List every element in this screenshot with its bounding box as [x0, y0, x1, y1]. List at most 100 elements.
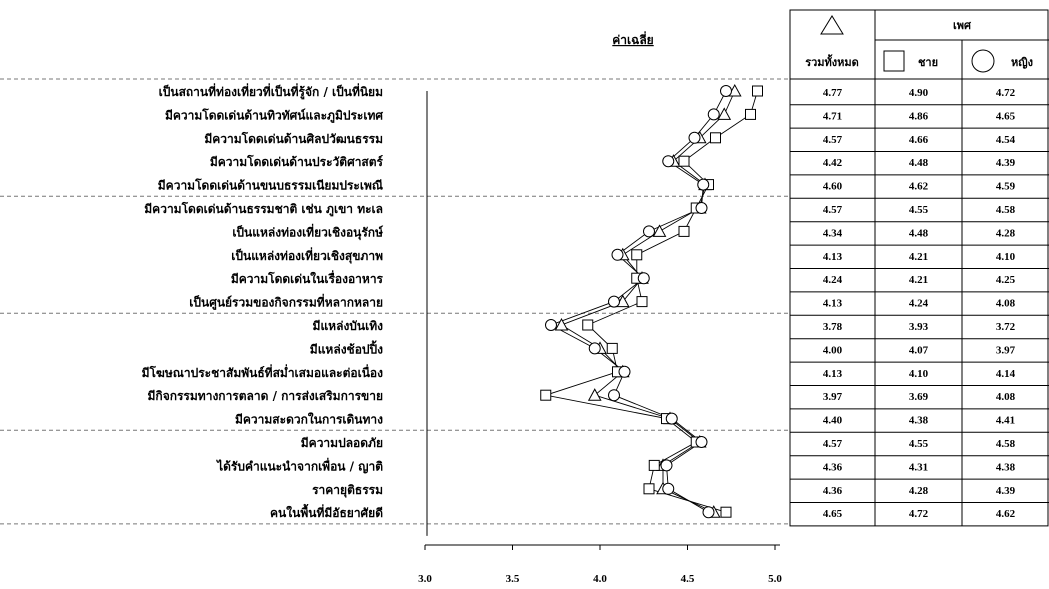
table-cell: 4.59 — [996, 181, 1016, 193]
category-label: มีความโดดเด่นด้านประวัติศาสตร์ — [210, 154, 384, 169]
table-cell: 4.62 — [996, 508, 1016, 520]
data-point-circle — [697, 178, 710, 191]
data-point-circle — [608, 295, 620, 308]
data-point-circle — [688, 131, 701, 144]
data-point-circle — [545, 319, 557, 331]
data-point-circle — [608, 389, 620, 402]
table-cell: 4.08 — [996, 391, 1016, 403]
table-cell: 4.08 — [996, 298, 1016, 310]
table-cell: 4.40 — [823, 415, 843, 427]
table-cell: 4.86 — [909, 110, 929, 122]
legend-male-label: ชาย — [918, 56, 938, 69]
data-point-circle — [660, 459, 673, 472]
table-cell: 4.57 — [823, 134, 843, 146]
table-cell: 4.07 — [909, 344, 929, 356]
category-label: เป็นแหล่งท่องเที่ยวเชิงสุขภาพ — [231, 247, 383, 264]
table-cell: 4.10 — [996, 251, 1016, 263]
category-label: มีความปลอดภัย — [301, 436, 383, 450]
data-point-triangle — [554, 317, 569, 331]
table-cell: 4.65 — [823, 508, 843, 520]
table-cell: 4.77 — [823, 87, 843, 99]
data-point-square — [631, 249, 643, 261]
table-cell: 4.36 — [823, 485, 843, 497]
data-point-circle — [665, 412, 678, 425]
table-cell: 4.54 — [996, 134, 1016, 146]
table-cell: 3.97 — [996, 344, 1016, 356]
x-tick-label: 4.0 — [593, 573, 607, 585]
table-cell: 4.62 — [909, 181, 929, 193]
data-point-circle — [695, 202, 708, 214]
data-point-circle — [662, 155, 675, 168]
category-label: มีโฆษณาประชาสัมพันธ์ที่สม่ำเสมอและต่อเนื… — [142, 364, 384, 380]
category-label: ราคายุติธรรม — [312, 483, 383, 498]
data-point-square — [636, 296, 648, 308]
table-cell: 4.55 — [909, 438, 929, 450]
gender-header: เพศ — [953, 19, 972, 32]
category-label: มีความสะดวกในการเดินทาง — [235, 412, 383, 427]
data-point-circle — [695, 436, 708, 448]
data-point-circle — [662, 482, 675, 495]
table-cell: 4.57 — [823, 204, 843, 216]
data-point-square — [678, 155, 690, 167]
table-cell: 4.28 — [996, 227, 1016, 239]
table-cell: 4.71 — [823, 110, 842, 122]
data-point-circle — [702, 506, 715, 519]
table-cell: 4.39 — [996, 157, 1016, 169]
category-label: มีแหล่งช้อปปิ้ง — [310, 339, 383, 356]
table-cell: 3.69 — [909, 391, 929, 403]
table-cell: 4.39 — [996, 485, 1016, 497]
circle-legend-icon — [971, 49, 995, 73]
data-point-triangle — [652, 224, 667, 237]
series-line-triangle — [560, 90, 736, 513]
table-cell: 4.24 — [909, 298, 929, 310]
table-cell: 4.00 — [823, 344, 843, 356]
data-point-square — [540, 389, 552, 401]
data-point-circle — [618, 365, 631, 378]
table-cell: 4.38 — [909, 415, 929, 427]
table-cell: 4.24 — [823, 274, 843, 286]
table-cell: 4.14 — [996, 368, 1016, 380]
table-cell: 4.13 — [823, 368, 843, 380]
table-cell: 4.13 — [823, 298, 843, 310]
category-label: เป็นแหล่งท่องเที่ยวเชิงอนุรักษ์ — [232, 223, 383, 240]
table-cell: 4.65 — [996, 110, 1016, 122]
table-cell: 4.58 — [996, 438, 1016, 450]
category-label: มีความโดดเด่นด้านทิวทัศน์และภูมิประเทศ — [165, 107, 383, 123]
series-line-square — [544, 90, 758, 513]
table-cell: 4.34 — [823, 227, 843, 239]
table-cell: 4.38 — [996, 461, 1016, 473]
x-tick-label: 3.5 — [506, 573, 520, 585]
data-point-triangle — [587, 388, 602, 401]
table-cell: 4.60 — [823, 181, 843, 193]
square-legend-icon — [883, 50, 905, 72]
data-point-square — [606, 342, 618, 354]
table-cell: 4.13 — [823, 251, 843, 263]
table-cell: 4.28 — [909, 485, 929, 497]
table-cell: 4.55 — [909, 204, 929, 216]
category-label: มีความโดดเด่นด้านธรรมชาติ เช่น ภูเขา ทะเ… — [144, 201, 383, 217]
data-point-circle — [588, 342, 601, 355]
table-cell: 4.48 — [909, 227, 929, 239]
table-cell: 4.72 — [909, 508, 929, 520]
table-cell: 3.78 — [823, 321, 843, 333]
data-point-square — [678, 225, 690, 237]
table-cell: 4.31 — [909, 461, 928, 473]
data-point-square — [720, 506, 732, 518]
table-cell: 4.57 — [823, 438, 843, 450]
table-cell: 4.42 — [823, 157, 843, 169]
x-tick-label: 5.0 — [768, 573, 782, 585]
category-label: มีความโดดเด่นในเรื่องอาหาร — [231, 270, 384, 286]
x-tick-label: 4.5 — [681, 573, 695, 585]
data-point-square — [745, 108, 756, 120]
x-tick-label: 3.0 — [418, 573, 432, 585]
triangle-legend-icon — [820, 15, 844, 35]
category-label: เป็นศูนย์รวมของกิจกรรมที่หลากหลาย — [189, 294, 383, 311]
data-point-circle — [720, 85, 732, 97]
category-label: มีแหล่งบันเทิง — [313, 319, 384, 333]
data-point-square — [648, 459, 660, 471]
category-label: เป็นสถานที่ท่องเที่ยวที่เป็นที่รู้จัก / … — [159, 83, 383, 100]
table-cell: 4.10 — [909, 368, 929, 380]
table-cell: 4.58 — [996, 204, 1016, 216]
data-point-square — [643, 483, 655, 495]
